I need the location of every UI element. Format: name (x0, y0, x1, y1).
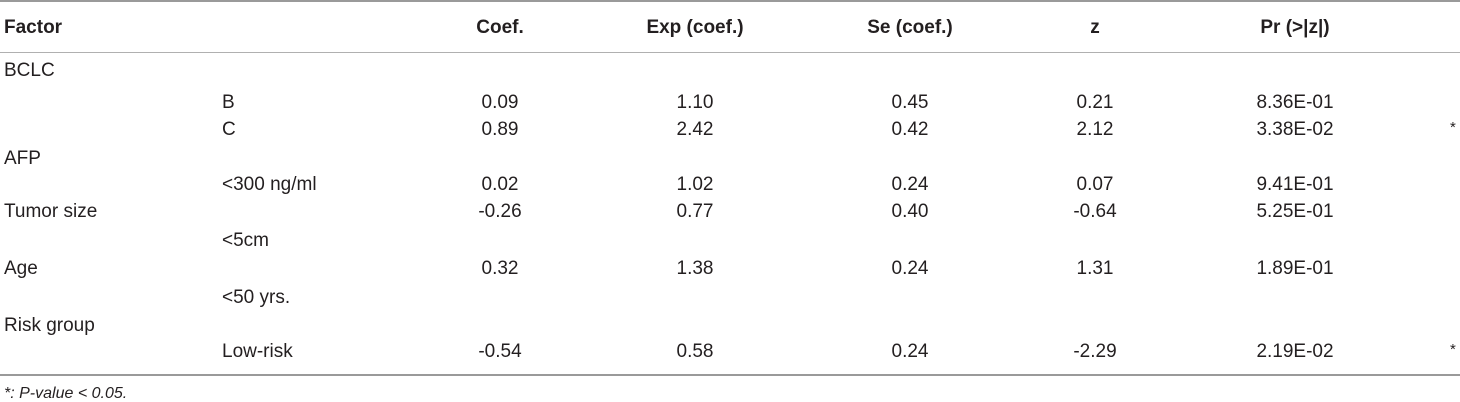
row-significance-marker: * (1450, 119, 1456, 136)
row-coef: 0.89 (481, 119, 519, 140)
row-p-value: 1.89E-01 (1256, 258, 1334, 279)
row-se-coef: 0.24 (891, 174, 929, 195)
row-factor: Age (4, 258, 38, 279)
row-p-value: 9.41E-01 (1256, 174, 1334, 195)
row-subgroup: <5cm (222, 230, 269, 251)
header-exp-coef: Exp (coef.) (646, 17, 744, 38)
row-se-coef: 0.42 (891, 119, 929, 140)
table-bottom-rule (0, 374, 1460, 376)
row-exp-coef: 1.02 (676, 174, 714, 195)
header-coef: Coef. (476, 17, 524, 38)
row-z: 0.21 (1076, 92, 1114, 113)
row-se-coef: 0.24 (891, 258, 929, 279)
row-subgroup: <50 yrs. (222, 287, 291, 308)
row-se-coef: 0.45 (891, 92, 929, 113)
row-p-value: 2.19E-02 (1256, 341, 1334, 362)
row-exp-coef: 1.10 (676, 92, 714, 113)
row-exp-coef: 0.77 (676, 201, 714, 222)
row-coef: -0.54 (478, 341, 522, 362)
row-z: 2.12 (1076, 119, 1114, 140)
table-top-rule (0, 0, 1460, 2)
row-z: -2.29 (1073, 341, 1117, 362)
header-factor: Factor (4, 17, 63, 38)
row-exp-coef: 0.58 (676, 341, 714, 362)
row-p-value: 8.36E-01 (1256, 92, 1334, 113)
row-coef: 0.02 (481, 174, 519, 195)
row-exp-coef: 1.38 (676, 258, 714, 279)
row-factor: Tumor size (4, 201, 98, 222)
row-coef: -0.26 (478, 201, 522, 222)
row-se-coef: 0.24 (891, 341, 929, 362)
row-subgroup: C (222, 119, 236, 140)
row-p-value: 3.38E-02 (1256, 119, 1334, 140)
row-factor: Risk group (4, 315, 95, 336)
row-z: 0.07 (1076, 174, 1114, 195)
row-z: -0.64 (1073, 201, 1117, 222)
row-significance-marker: * (1450, 341, 1456, 358)
row-factor: AFP (4, 148, 41, 169)
row-subgroup: Low-risk (222, 341, 293, 362)
row-coef: 0.09 (481, 92, 519, 113)
table-header-rule (0, 52, 1460, 53)
row-se-coef: 0.40 (891, 201, 929, 222)
row-p-value: 5.25E-01 (1256, 201, 1334, 222)
row-factor: BCLC (4, 60, 55, 81)
header-se-coef: Se (coef.) (867, 17, 953, 38)
header-z: z (1090, 17, 1100, 38)
row-coef: 0.32 (481, 258, 519, 279)
row-subgroup: <300 ng/ml (222, 174, 317, 195)
row-exp-coef: 2.42 (676, 119, 714, 140)
header-p-value: Pr (>|z|) (1260, 17, 1330, 38)
table-footnote: *: P-value < 0.05. (4, 385, 128, 402)
row-subgroup: B (222, 92, 235, 113)
row-z: 1.31 (1076, 258, 1114, 279)
